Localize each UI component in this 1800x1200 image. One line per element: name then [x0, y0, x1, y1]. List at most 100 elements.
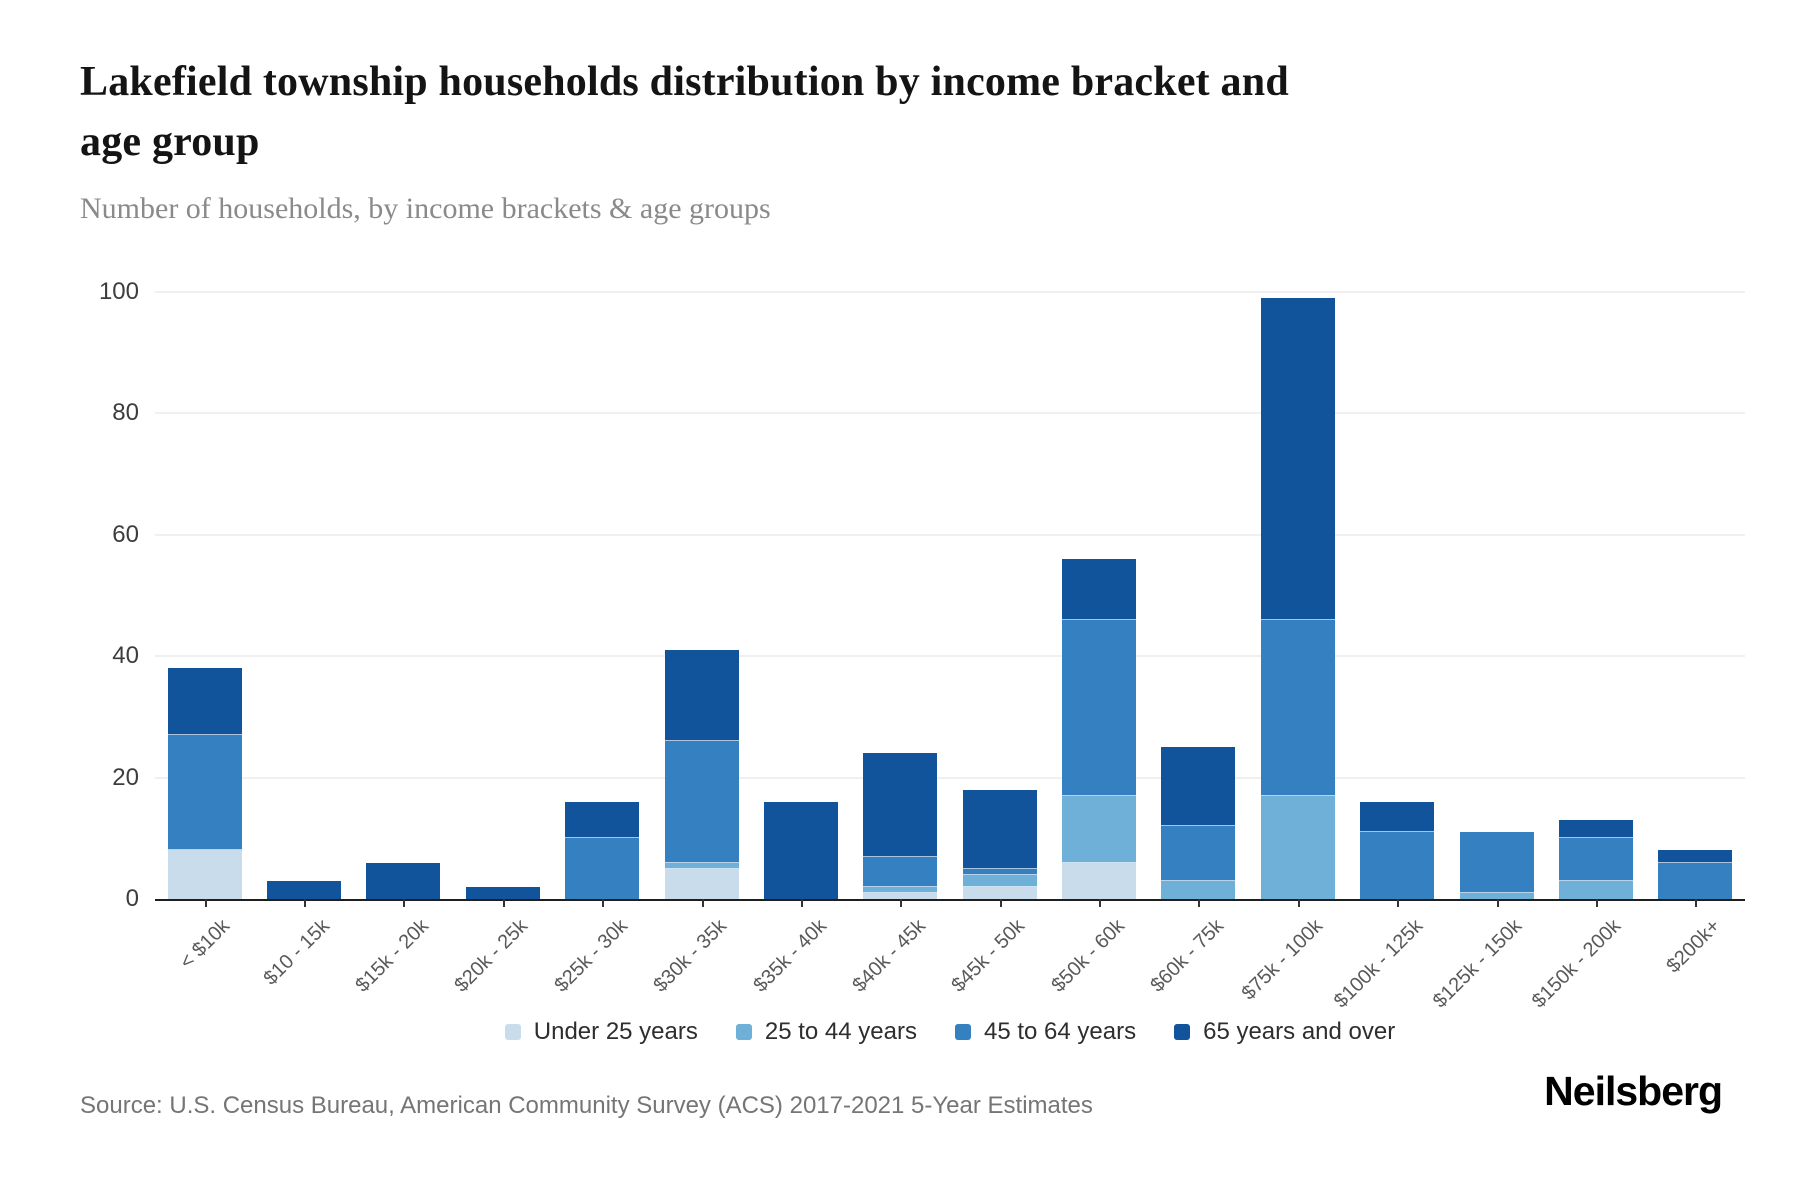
x-axis-category-label: < $10k — [175, 915, 235, 974]
bar-segment — [366, 862, 441, 899]
x-axis-category-label: $30k - 35k — [649, 915, 732, 997]
chart-title: Lakefield township households distributi… — [80, 52, 1640, 172]
x-axis-tick — [403, 899, 406, 907]
x-axis-tick — [502, 899, 505, 907]
bar-segment — [1360, 801, 1435, 833]
bar-segment — [664, 862, 739, 869]
x-axis-tick — [304, 899, 307, 907]
x-axis-category-label: $100k - 125k — [1329, 915, 1427, 1013]
bar-segment — [1658, 862, 1733, 899]
y-axis-tick-label: 80 — [112, 399, 139, 427]
y-axis-tick-label: 100 — [98, 278, 139, 305]
x-axis-tick — [1496, 899, 1499, 907]
bar-segment — [763, 801, 838, 899]
bar-segment — [1062, 862, 1137, 899]
legend-label: Under 25 years — [533, 1018, 698, 1045]
bar-segment — [1459, 832, 1534, 893]
x-axis-tick — [1297, 899, 1300, 907]
bar-segment — [863, 892, 938, 899]
stacked-bar — [1459, 832, 1534, 899]
brand-logo: Neilsberg — [1544, 1068, 1723, 1114]
x-axis-tick — [1595, 899, 1598, 907]
stacked-bar — [763, 801, 838, 899]
stacked-bar — [1658, 850, 1733, 899]
bar-segment — [962, 874, 1037, 887]
bar-slot: $40k - 45k — [848, 292, 950, 997]
stacked-bar — [962, 789, 1037, 899]
bar-segment — [664, 868, 739, 899]
bar-segment — [664, 741, 739, 863]
legend-item: 65 years and over — [1174, 1018, 1395, 1046]
chart-title-line1: Lakefield township households distributi… — [80, 59, 1289, 105]
bar-segment — [167, 850, 242, 899]
x-axis-tick — [602, 899, 605, 907]
x-axis-tick — [1397, 899, 1400, 907]
bar-slot: < $10k — [155, 292, 254, 973]
bar-segment — [1062, 619, 1137, 796]
stacked-bar — [1161, 747, 1236, 899]
stacked-bar — [664, 650, 739, 899]
stacked-bar — [1360, 801, 1435, 899]
legend-item: Under 25 years — [504, 1018, 698, 1046]
bar-segment — [962, 886, 1037, 899]
x-axis-category-label: $15k - 20k — [351, 915, 433, 997]
legend-label: 45 to 64 years — [983, 1018, 1137, 1045]
bar-segment — [1658, 850, 1733, 863]
x-axis-category-label: $25k - 30k — [550, 915, 632, 997]
legend-swatch-icon — [504, 1024, 521, 1040]
legend-item: 25 to 44 years — [735, 1018, 917, 1046]
x-axis-tick — [204, 899, 207, 907]
stacked-bar — [267, 880, 342, 899]
bar-slot: $20k - 25k — [451, 292, 552, 997]
stacked-bar — [1558, 820, 1633, 899]
bar-slot: $10 - 15k — [254, 292, 353, 990]
stacked-bar — [1260, 298, 1335, 899]
bar-segment — [664, 650, 739, 742]
legend-swatch-icon — [1174, 1024, 1191, 1040]
bar-segment — [1161, 826, 1236, 881]
x-axis-tick — [1099, 899, 1102, 907]
legend-swatch-icon — [735, 1024, 752, 1040]
x-axis-category-label: $40k - 45k — [848, 915, 930, 997]
bar-segment — [1558, 820, 1633, 839]
x-axis-category-label: $10 - 15k — [259, 915, 334, 990]
gridline-40 — [155, 655, 1745, 658]
bar-slot: $150k - 200k — [1528, 292, 1645, 1012]
x-axis-category-label: $35k - 40k — [748, 915, 831, 997]
bar-slot: $100k - 125k — [1329, 292, 1447, 1012]
bar-segment — [863, 753, 938, 857]
bar-segment — [565, 838, 640, 899]
bar-segment — [1558, 880, 1633, 899]
legend-label: 25 to 44 years — [764, 1018, 917, 1045]
x-axis-category-label: $45k - 50k — [947, 915, 1030, 997]
x-axis-category-label: $150k - 200k — [1528, 915, 1626, 1013]
x-axis-tick — [701, 899, 704, 907]
y-axis-tick-label: 20 — [112, 763, 139, 791]
bar-slot: $125k - 150k — [1429, 292, 1546, 1012]
bar-segment — [267, 880, 342, 899]
stacked-bar — [366, 862, 441, 899]
y-axis-tick-label: 60 — [112, 520, 139, 548]
x-axis-category-label: $20k - 25k — [450, 915, 533, 997]
bar-segment — [962, 868, 1037, 875]
bar-segment — [1459, 892, 1534, 899]
x-axis-category-label: $125k - 150k — [1428, 915, 1527, 1013]
bar-slot: $50k - 60k — [1047, 292, 1148, 997]
stacked-bar — [167, 668, 242, 899]
gridline-100 — [155, 291, 1745, 293]
bar-segment — [167, 735, 242, 851]
plot-area: 0 20 40 60 80 100 < $10k $10 - 15k $15k - 20k $20… — [99, 278, 1745, 1012]
source-note: Source: U.S. Census Bureau, American Com… — [80, 1092, 1093, 1119]
bar-segment — [1558, 838, 1633, 881]
bar-segment — [1062, 559, 1137, 620]
gridline-20 — [155, 776, 1745, 779]
stacked-bar — [1062, 559, 1137, 899]
bar-segment — [1260, 298, 1335, 620]
y-axis-tick-label: 0 — [125, 885, 139, 912]
stacked-bar — [565, 801, 640, 899]
bar-segment — [863, 886, 938, 893]
legend-label: 65 years and over — [1203, 1018, 1396, 1045]
bar-segment — [962, 789, 1037, 869]
bar-slot: $35k - 40k — [749, 292, 850, 997]
